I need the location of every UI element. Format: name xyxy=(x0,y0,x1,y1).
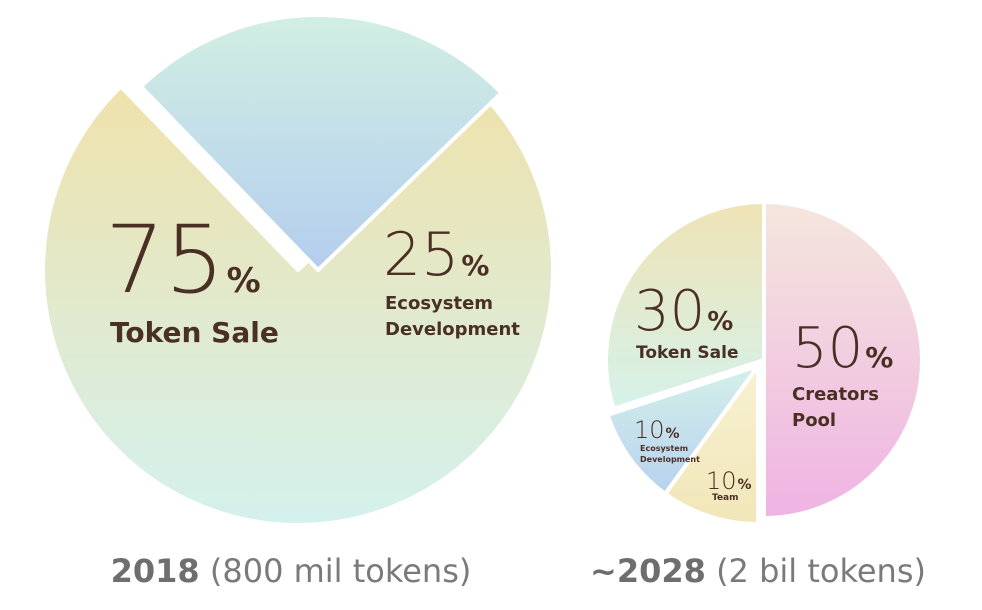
pie2-slice-1 xyxy=(762,200,924,520)
pie2-slice-1-label: Pool xyxy=(792,410,836,431)
pie2-slice-3 xyxy=(605,364,760,496)
pie2-slice-3-percent: 10% xyxy=(634,416,680,444)
pie1-slice-2-label: Ecosystem xyxy=(385,293,493,314)
pie2-slice-1-label: Creators xyxy=(792,384,879,405)
pie2-slice-4 xyxy=(604,200,766,411)
pie2-slice-2 xyxy=(663,364,760,526)
pie1-slice-2-label: Development xyxy=(385,319,520,340)
pie1-slice-2 xyxy=(138,13,504,272)
pie2-slice-2-label: Team xyxy=(712,493,739,503)
pie2-slice-1-percent: 50% xyxy=(792,316,893,381)
pie1-slice-1-label: Token Sale xyxy=(110,316,279,349)
pie2-slice-4-percent: 30% xyxy=(634,279,733,344)
pie2-caption: ~2028 (2 bil tokens) xyxy=(590,552,926,590)
pie1-caption: 2018 (800 mil tokens) xyxy=(111,552,472,590)
pie2-slice-3-label: Development xyxy=(640,455,700,464)
pie2-slice-3-label: Ecosystem xyxy=(640,444,688,453)
pie1-slice-1-percent: 75% xyxy=(105,206,261,315)
pie2-slice-2-percent: 10% xyxy=(706,467,752,495)
pie1-slice-1 xyxy=(41,84,555,527)
pie1-slice-2-percent: 25% xyxy=(383,220,489,290)
pie2-slice-4-label: Token Sale xyxy=(636,343,739,363)
